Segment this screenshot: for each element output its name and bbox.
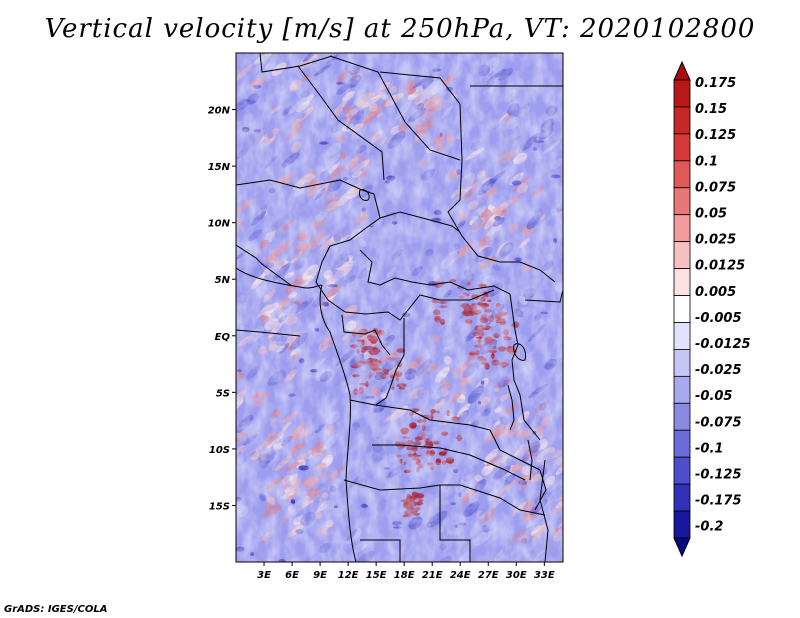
colorbar-segment <box>673 375 691 404</box>
colorbar-label: -0.2 <box>695 520 723 535</box>
colorbar-label: -0.125 <box>695 468 742 483</box>
lake-malawi <box>527 439 533 481</box>
colorbar-label: -0.075 <box>695 415 742 430</box>
border-mali-burkina <box>236 179 375 195</box>
border-botswana <box>439 485 471 562</box>
border-guinea-coast <box>236 244 293 287</box>
coastline-west <box>319 284 357 562</box>
colorbar-bottom-arrow <box>673 537 691 558</box>
chart-title: Vertical velocity [m/s] at 250hPa, VT: 2… <box>44 14 756 44</box>
colorbar-segment <box>673 187 691 216</box>
lake-victoria <box>513 343 527 361</box>
x-tick-label: 15E <box>366 570 387 581</box>
colorbar-segment <box>673 510 691 539</box>
border-algeria-mali <box>297 65 385 181</box>
border-angola-drc <box>349 399 541 471</box>
colorbar: 0.175 0.15 0.125 0.1 0.075 0.05 0.025 0.0125 0.0… <box>673 60 751 558</box>
colorbar-top-arrow <box>673 60 691 81</box>
colorbar-segment <box>673 79 691 108</box>
border-congo-north <box>344 289 495 321</box>
lakes <box>359 189 533 481</box>
colorbar-segment <box>673 133 691 162</box>
lake-tanganyika <box>507 384 515 431</box>
colorbar-segment <box>673 402 691 431</box>
x-tick-label: 6E <box>285 570 299 581</box>
colorbar-segment <box>673 241 691 269</box>
colorbar-label: 0.125 <box>695 128 736 143</box>
border-chad-niger <box>379 211 461 233</box>
x-tick-label: 21E <box>422 570 443 581</box>
colorbar-label: 0.0125 <box>695 259 745 274</box>
colorbar-label: 0.025 <box>695 233 736 248</box>
colorbar-label: 0.075 <box>695 180 736 195</box>
colorbar-label: 0.1 <box>695 154 718 169</box>
x-tick-label: 30E <box>506 570 527 581</box>
colorbar-label: -0.0125 <box>695 337 751 352</box>
x-tick-label: 24E <box>450 570 471 581</box>
map-frame <box>235 52 564 563</box>
country-borders <box>236 53 563 562</box>
border-libya-niger <box>379 71 463 161</box>
colorbar-segment <box>673 214 691 243</box>
border-zambia <box>372 444 526 481</box>
x-tick-label: 3E <box>257 570 271 581</box>
colorbar-segment <box>673 483 691 512</box>
colorbar-label: 0.175 <box>695 76 736 91</box>
colorbar-label: -0.025 <box>695 363 742 378</box>
border-malawi <box>534 469 547 511</box>
colorbar-label: 0.15 <box>695 102 727 117</box>
border-algeria-libya <box>329 55 461 161</box>
border-congo-drc <box>375 318 405 406</box>
colorbar-segment <box>673 322 691 350</box>
x-tick-label: 27E <box>478 570 499 581</box>
y-tick-label: 10S <box>209 445 230 456</box>
border-drc-east <box>509 293 541 441</box>
x-tick-label: 12E <box>338 570 359 581</box>
colorbar-segment <box>673 295 691 323</box>
colorbar-label: -0.05 <box>695 389 732 404</box>
colorbar-label: -0.005 <box>695 311 742 326</box>
x-tick-label: 33E <box>534 570 555 581</box>
border-gulf <box>236 329 301 337</box>
velocity-field <box>236 53 563 562</box>
y-tick-label: EQ <box>215 332 231 343</box>
border-gabon <box>341 314 391 356</box>
colorbar-label: -0.175 <box>695 494 742 509</box>
border-chad-sudan <box>447 159 463 237</box>
y-tick-label: 15S <box>209 501 230 512</box>
border-morocco-algeria <box>259 53 333 73</box>
coastline-gulf-guinea <box>236 267 323 289</box>
colorbar-label: 0.05 <box>695 207 727 222</box>
x-tick-label: 9E <box>313 570 327 581</box>
colorbar-segment <box>673 268 691 296</box>
border-sudan-south <box>461 235 556 283</box>
border-niger-nigeria <box>321 193 381 263</box>
border-nigeria-cameroon <box>315 261 346 313</box>
y-tick-label: 20N <box>208 106 231 117</box>
y-tick-label: 5S <box>216 388 230 399</box>
y-tick-label: 10N <box>208 219 231 230</box>
border-namibia-sa <box>360 539 401 562</box>
border-car <box>359 249 511 295</box>
field-texture-white <box>236 53 563 562</box>
y-tick-label: 5N <box>215 275 231 286</box>
colorbar-segment <box>673 349 691 377</box>
border-namibia-botswana <box>343 479 546 516</box>
colorbar-label: 0.005 <box>695 285 736 300</box>
lake-chad <box>359 189 370 201</box>
x-axis: 3E 6E 9E 12E 15E 18E 21E 24E 27E 30E 33E <box>257 562 555 581</box>
colorbar-segment <box>673 106 691 135</box>
border-uganda <box>524 289 563 303</box>
y-tick-label: 15N <box>208 162 231 173</box>
colorbar-segment <box>673 456 691 485</box>
colorbar-segment <box>673 160 691 189</box>
colorbar-label: -0.1 <box>695 441 723 456</box>
grads-credit: GrADS: IGES/COLA <box>4 604 108 615</box>
x-tick-label: 18E <box>394 570 415 581</box>
colorbar-segment <box>673 429 691 458</box>
y-axis: 20N 15N 10N 5N EQ 5S 10S 15S <box>208 106 236 512</box>
